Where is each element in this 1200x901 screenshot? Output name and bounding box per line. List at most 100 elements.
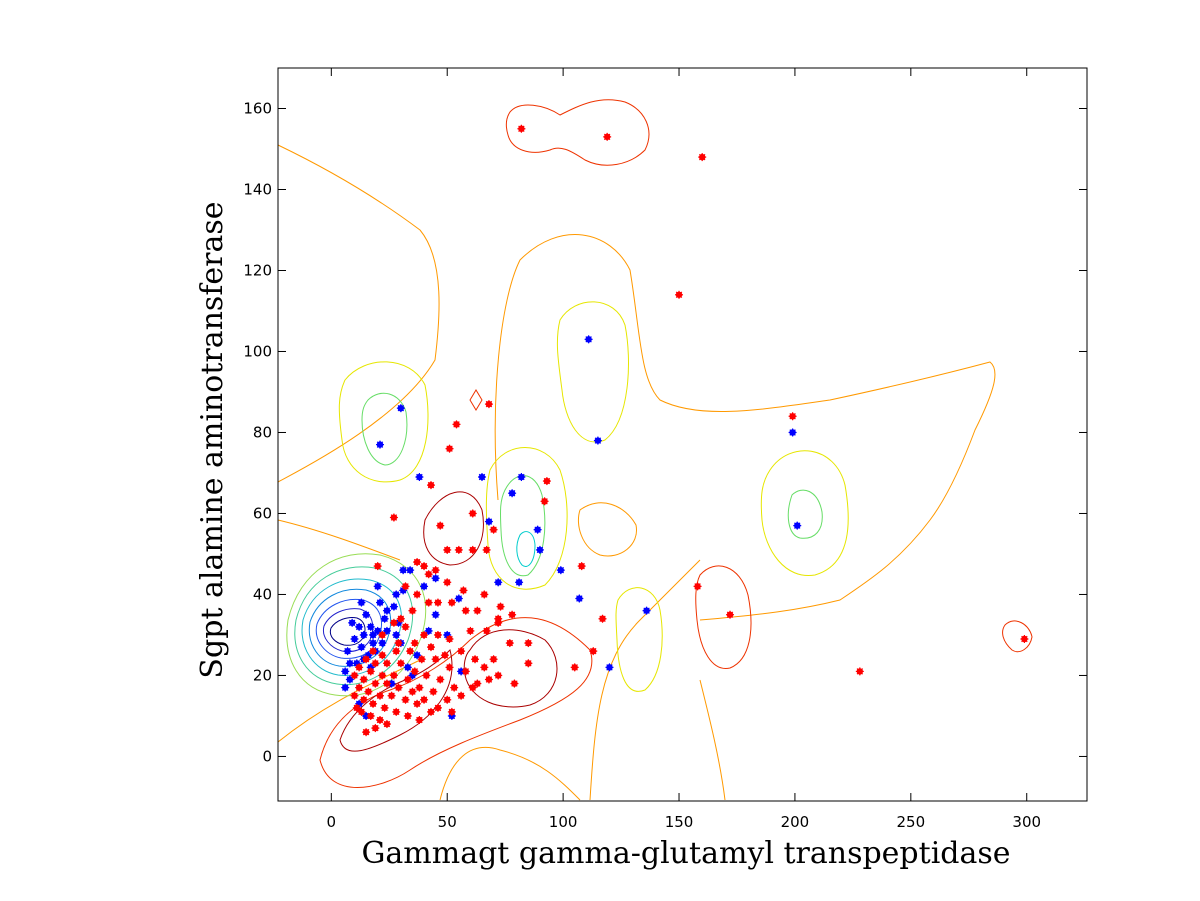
scatter-point-red [417, 655, 426, 664]
scatter-point-blue [375, 598, 384, 607]
scatter-point-red [577, 562, 586, 571]
contour-yellow-b [556, 301, 629, 443]
density-contours [277, 99, 1033, 801]
scatter-point-red [420, 630, 429, 639]
scatter-point-red [382, 659, 391, 668]
scatter-point-blue [535, 545, 544, 554]
scatter-point-blue [584, 335, 593, 344]
scatter-point-red [855, 667, 864, 676]
scatter-point-blue [392, 590, 401, 599]
scatter-point-red [447, 707, 456, 716]
x-tick-label: 300 [1012, 813, 1041, 831]
scatter-point-red [726, 610, 735, 619]
contour-green-c [500, 475, 546, 577]
scatter-point-red [524, 639, 533, 648]
scatter-point-red [364, 687, 373, 696]
contour-orange-small [577, 502, 637, 557]
scatter-point-red [375, 691, 384, 700]
contour-yellow-e [615, 587, 663, 692]
scatter-point-red [371, 659, 380, 668]
scatter-point-blue [345, 659, 354, 668]
scatter-point-red [403, 675, 412, 684]
x-tick-label: 50 [438, 813, 457, 831]
scatter-point-red [484, 675, 493, 684]
contour-green-a [361, 392, 408, 466]
scatter-point-red [352, 703, 361, 712]
contour-yellow-d [485, 447, 568, 590]
scatter-point-red [359, 695, 368, 704]
scatter-point-red [517, 124, 526, 133]
scatter-point-red [433, 703, 442, 712]
scatter-point-blue [642, 606, 651, 615]
scatter-point-blue [350, 635, 359, 644]
scatter-point-red [415, 683, 424, 692]
scatter-point-red [420, 695, 429, 704]
scatter-point-blue [508, 489, 517, 498]
scatter-point-red [570, 663, 579, 672]
x-tick-label: 200 [781, 813, 810, 831]
contour-red-small [469, 389, 483, 411]
scatter-point-red [389, 671, 398, 680]
scatter-point-red [413, 699, 422, 708]
contour-blue-3 [301, 578, 402, 676]
contour-orange-bottom2 [439, 746, 581, 801]
scatter-point-red [350, 691, 359, 700]
contour-red-lower [319, 617, 593, 788]
y-tick-label: 100 [243, 342, 272, 360]
contour-blue-4 [308, 588, 392, 667]
x-tick-label: 150 [665, 813, 694, 831]
scatter-point-blue [484, 517, 493, 526]
contour-blue-6 [322, 608, 374, 653]
scatter-point-red [482, 626, 491, 635]
contour-red-top [505, 99, 650, 166]
scatter-point-red [457, 691, 466, 700]
scatter-point-blue [369, 639, 378, 648]
scatter-point-red [480, 590, 489, 599]
y-tick-label: 20 [253, 666, 272, 684]
scatter-point-blue [431, 610, 440, 619]
scatter-point-blue [793, 521, 802, 530]
scatter-point-red [371, 724, 380, 733]
scatter-point-blue [396, 404, 405, 413]
scatter-point-blue [477, 473, 486, 482]
scatter-point-red [473, 606, 482, 615]
scatter-point-red [589, 647, 598, 656]
scatter-point-red [392, 647, 401, 656]
scatter-point-red [396, 614, 405, 623]
contour-orange-main [494, 234, 996, 621]
scatter-point-blue [355, 622, 364, 631]
scatter-point-blue [369, 630, 378, 639]
scatter-point-blue [431, 574, 440, 583]
scatter-point-blue [359, 630, 368, 639]
scatter-point-red [489, 655, 498, 664]
scatter-point-red [454, 545, 463, 554]
plot-frame [277, 67, 1088, 802]
scatter-point-red [378, 671, 387, 680]
contour-red-right [695, 565, 752, 669]
scatter-point-red [389, 618, 398, 627]
scatter-point-red [433, 598, 442, 607]
scatter-point-red [698, 153, 707, 162]
scatter-point-blue [341, 683, 350, 692]
scatter-point-red [426, 643, 435, 652]
scatter-point-blue [420, 582, 429, 591]
scatter-point-red [445, 444, 454, 453]
contour-blue-2 [294, 566, 414, 686]
scatter-point-red [355, 683, 364, 692]
scatter-point-red [524, 659, 533, 668]
scatter-point-blue [389, 602, 398, 611]
scatter-point-blue [454, 594, 463, 603]
scatter-point-red [510, 679, 519, 688]
scatter-point-red [350, 671, 359, 680]
scatter-point-red [415, 716, 424, 725]
x-tick-label: 100 [549, 813, 578, 831]
y-tick-label: 160 [243, 99, 272, 117]
y-tick-label: 0 [262, 747, 272, 765]
scatter-point-blue [575, 594, 584, 603]
scatter-point-blue [517, 473, 526, 482]
scatter-point-red [426, 707, 435, 716]
scatter-point-red [380, 703, 389, 712]
scatter-point-red [422, 671, 431, 680]
scatter-point-red [413, 590, 422, 599]
